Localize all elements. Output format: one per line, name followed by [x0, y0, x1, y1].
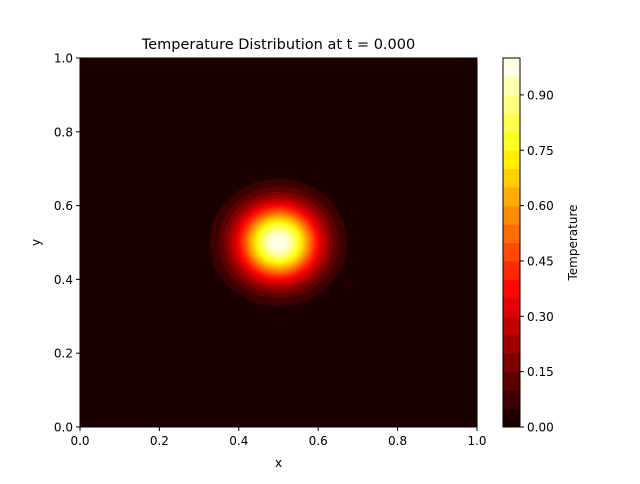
plot-area — [80, 58, 477, 427]
colorbar-band-15 — [503, 131, 520, 151]
colorbar-band-5 — [503, 316, 520, 336]
colorbar-band-19 — [503, 58, 520, 77]
colorbar: 0.00 0.15 0.30 0.45 0.60 0.75 0.90 — [502, 57, 554, 435]
colorbar-band-3 — [503, 353, 520, 373]
colorbar-tick-label-1: 0.15 — [527, 365, 554, 379]
colorbar-band-13 — [503, 168, 520, 188]
x-tick-label-2: 0.4 — [229, 434, 248, 448]
colorbar-band-18 — [503, 76, 520, 96]
colorbar-band-7 — [503, 279, 520, 299]
y-axis-label: y — [29, 239, 43, 246]
x-tick-label-0: 0.0 — [70, 434, 89, 448]
y-tick-label-1: 0.2 — [54, 347, 73, 361]
x-tick-label-1: 0.2 — [150, 434, 169, 448]
colorbar-tick-label-4: 0.60 — [527, 199, 554, 213]
colorbar-band-10 — [503, 224, 520, 243]
colorbar-band-9 — [503, 242, 520, 262]
y-tick-label-4: 0.8 — [54, 125, 73, 139]
y-tick-label-5: 1.0 — [54, 52, 73, 66]
colorbar-band-16 — [503, 113, 520, 133]
colorbar-band-2 — [503, 371, 520, 391]
colorbar-band-6 — [503, 297, 520, 317]
colorbar-band-0 — [503, 408, 520, 428]
x-tick-label-4: 0.8 — [388, 434, 407, 448]
colorbar-band-1 — [503, 390, 520, 410]
x-tick-label-5: 1.0 — [467, 434, 486, 448]
y-tick-label-3: 0.6 — [54, 199, 73, 213]
colorbar-label: Temperature — [566, 204, 580, 281]
y-tick-label-2: 0.4 — [54, 273, 73, 287]
colorbar-band-12 — [503, 187, 520, 207]
x-tick-label-3: 0.6 — [309, 434, 328, 448]
colorbar-band-17 — [503, 94, 520, 114]
colorbar-band-4 — [503, 334, 520, 354]
colorbar-tick-label-5: 0.75 — [527, 144, 554, 158]
axes-frame — [79, 57, 478, 428]
contour-band-19 — [269, 234, 288, 251]
colorbar-tick-label-3: 0.45 — [527, 254, 554, 268]
colorbar-band-14 — [503, 150, 520, 170]
x-axis-label: x — [275, 456, 282, 470]
colorbar-tick-label-6: 0.90 — [527, 88, 554, 102]
colorbar-tick-label-0: 0.00 — [527, 421, 554, 435]
colorbar-tick-label-2: 0.30 — [527, 310, 554, 324]
colorbar-frame — [502, 57, 521, 428]
axes: 0.0 0.2 0.4 0.6 0.8 1.0 0.0 0.2 0.4 0.6 0.8 1.0 — [54, 52, 487, 449]
colorbar-band-11 — [503, 205, 520, 225]
y-tick-label-0: 0.0 — [54, 421, 73, 435]
colorbar-band-8 — [503, 260, 520, 280]
chart-title: Temperature Distribution at t = 0.000 — [141, 37, 415, 53]
